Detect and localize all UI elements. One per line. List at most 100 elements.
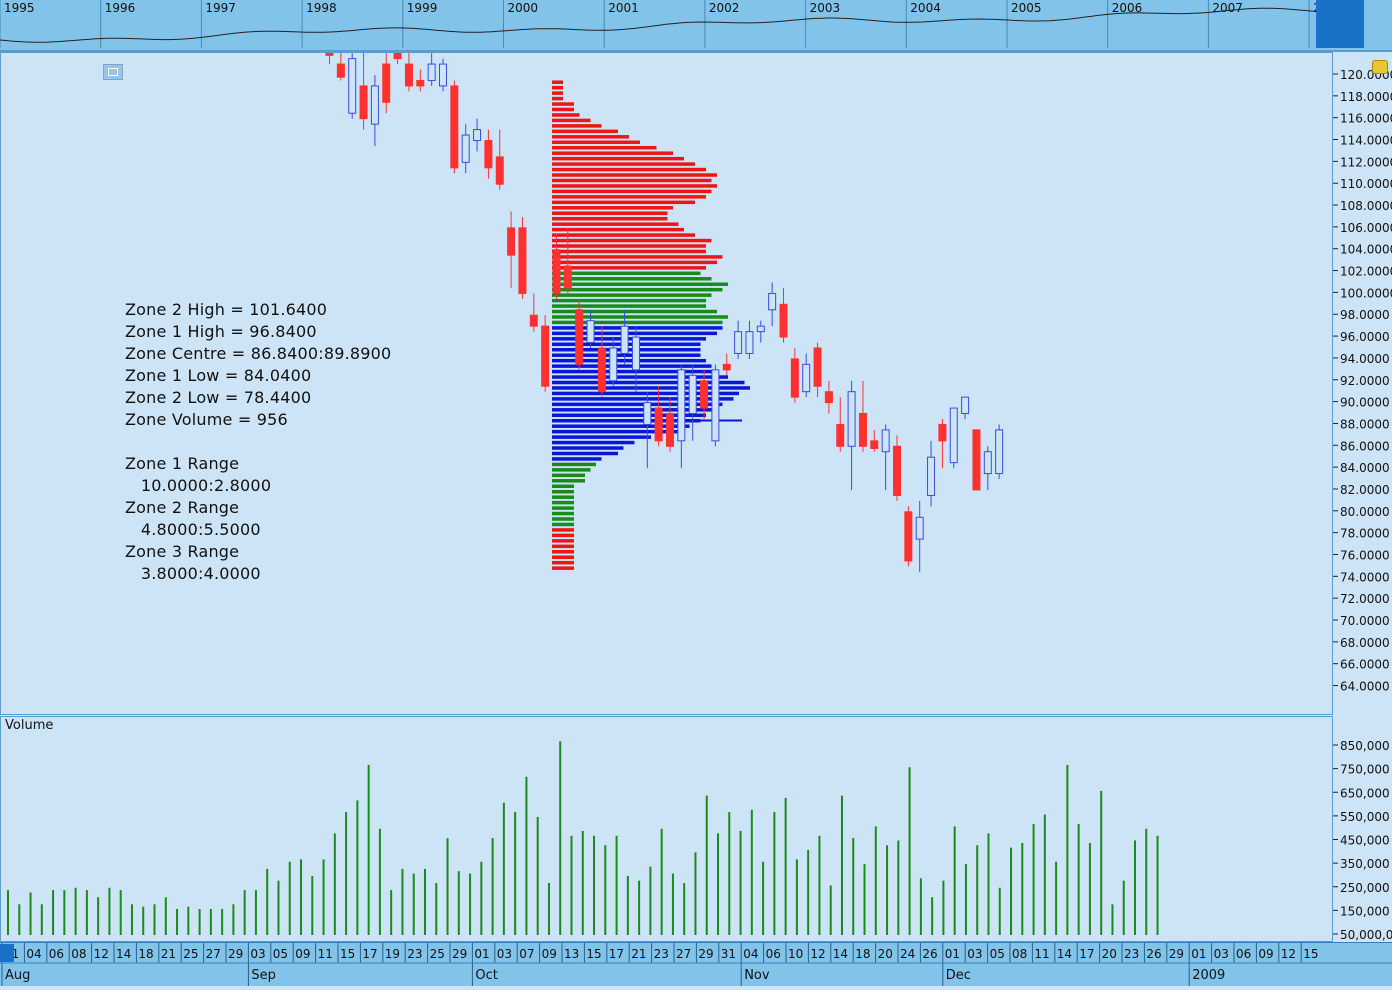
up-candle: [643, 391, 652, 469]
volume-profile-bar: [552, 195, 706, 199]
date-day-label: 10: [788, 947, 803, 961]
volume-profile-bar: [552, 479, 585, 483]
date-day-label: 01: [474, 947, 489, 961]
date-day-label: 17: [1079, 947, 1094, 961]
date-axis-day: 12: [91, 943, 109, 963]
overview-selection-window[interactable]: [1316, 0, 1364, 48]
volume-profile-bar: [552, 560, 574, 565]
price-axis[interactable]: 120.0000 118.0000 116.0000 114.0000 112.0000…: [1333, 52, 1392, 942]
date-axis-day: 05: [987, 943, 1005, 963]
candle-body: [654, 407, 663, 442]
date-day-label: 29: [1169, 947, 1184, 961]
candle-body: [393, 52, 402, 60]
price-tick-label: 98.0000: [1340, 308, 1390, 322]
price-tick-label: 72.0000: [1340, 592, 1390, 606]
volume-profile-bar: [552, 539, 574, 543]
candle-body: [609, 347, 618, 382]
overview-year-label: 2007: [1212, 1, 1243, 15]
candle-body: [484, 140, 493, 169]
date-axis-labels: 31 04 06 08 12 14 18 21 25 27 29 03 05 09 11 15 17 19 23 25…: [0, 943, 1392, 986]
price-tick-label: 80.0000: [1340, 505, 1390, 519]
volume-profile-bar: [552, 446, 624, 450]
date-axis-day: 31: [718, 943, 736, 963]
price-tick-label: 78.0000: [1340, 527, 1390, 541]
volume-label: Volume: [5, 718, 54, 733]
overview-year-label: 2004: [910, 1, 941, 15]
date-day-label: 29: [228, 947, 243, 961]
candle-body: [620, 325, 629, 354]
down-candle: [529, 293, 538, 332]
volume-profile-bar: [552, 353, 701, 357]
price-tick-label: 92.0000: [1340, 374, 1390, 388]
price-tick-label: 108.0000: [1340, 199, 1392, 213]
volume-profile-bar: [552, 331, 717, 336]
date-axis-day: 26: [1143, 943, 1162, 963]
up-candle: [745, 320, 754, 359]
lock-icon[interactable]: [1372, 60, 1388, 74]
up-candle: [473, 118, 482, 152]
zone-info-line: Zone 1 Low = 84.0400: [125, 366, 312, 385]
candle-body: [858, 413, 867, 447]
zone-info-line: Zone Volume = 956: [125, 410, 288, 429]
date-day-label: 09: [1258, 947, 1273, 961]
up-candle: [370, 75, 379, 146]
down-candle: [904, 506, 913, 567]
candle-body: [529, 314, 538, 327]
date-axis-day: 04: [740, 943, 758, 963]
date-axis-day: 07: [516, 943, 534, 963]
date-axis-day: 06: [1233, 943, 1251, 963]
date-day-label: 07: [519, 947, 534, 961]
candle-body: [473, 129, 482, 142]
date-axis-day: 24: [897, 943, 915, 963]
date-day-label: 13: [564, 947, 579, 961]
date-axis-day: 14: [113, 943, 131, 963]
volume-profile-bar: [552, 124, 602, 128]
date-axis-day: 06: [46, 943, 64, 963]
date-day-label: 31: [721, 947, 736, 961]
volume-tick-label: 650,000: [1340, 786, 1390, 800]
volume-profile-bar: [552, 135, 629, 139]
candle-body: [370, 85, 379, 125]
volume-profile-bar: [552, 255, 723, 259]
candle-body: [404, 63, 413, 87]
up-candle: [688, 364, 697, 441]
zone-info-line: 3.8000:4.0000: [125, 564, 261, 583]
down-candle: [836, 397, 845, 452]
date-axis-day: 08: [1009, 943, 1027, 963]
date-day-label: 27: [206, 947, 221, 961]
candle-body: [802, 363, 811, 393]
date-axis-day: 11: [315, 943, 333, 963]
date-axis-day: 12: [1278, 943, 1296, 963]
price-tick-label: 88.0000: [1340, 417, 1390, 431]
overview-year-label: 1995: [4, 1, 35, 15]
candle-body: [677, 369, 686, 442]
date-day-label: 27: [676, 947, 691, 961]
date-month-label: Aug: [5, 968, 30, 983]
candle-body: [756, 325, 765, 333]
candlestick-chart: [325, 36, 1004, 572]
candle-body: [722, 363, 731, 371]
date-axis-day: 21: [628, 943, 646, 963]
volume-profile-bar: [552, 386, 750, 390]
reset-zoom-icon[interactable]: [103, 64, 123, 80]
down-candle: [779, 287, 788, 343]
date-axis-day: 09: [1255, 943, 1274, 963]
overview-navigator[interactable]: 1995 1996 1997 1998 1999 2000 2001 2002 2003 2004…: [0, 0, 1392, 52]
up-candle: [348, 53, 357, 119]
up-candle: [995, 424, 1004, 480]
date-axis-day: 08: [68, 943, 86, 963]
up-candle: [927, 440, 936, 507]
date-axis-day: 23: [1121, 943, 1139, 963]
down-candle: [393, 42, 402, 65]
volume-profile-bar: [552, 500, 574, 505]
date-axis[interactable]: 31 04 06 08 12 14 18 21 25 27 29 03 05 09 11 15 17 19 23 25…: [0, 942, 1392, 986]
candle-body: [983, 451, 992, 475]
candle-body: [904, 511, 913, 562]
candle-body: [836, 423, 845, 447]
date-axis-day: 13: [561, 943, 579, 963]
price-tick-label: 104.0000: [1340, 243, 1392, 257]
up-candle: [586, 309, 595, 348]
volume-panel[interactable]: [0, 716, 1333, 942]
volume-profile-bar: [552, 96, 563, 101]
price-chart-panel[interactable]: [0, 36, 1333, 715]
